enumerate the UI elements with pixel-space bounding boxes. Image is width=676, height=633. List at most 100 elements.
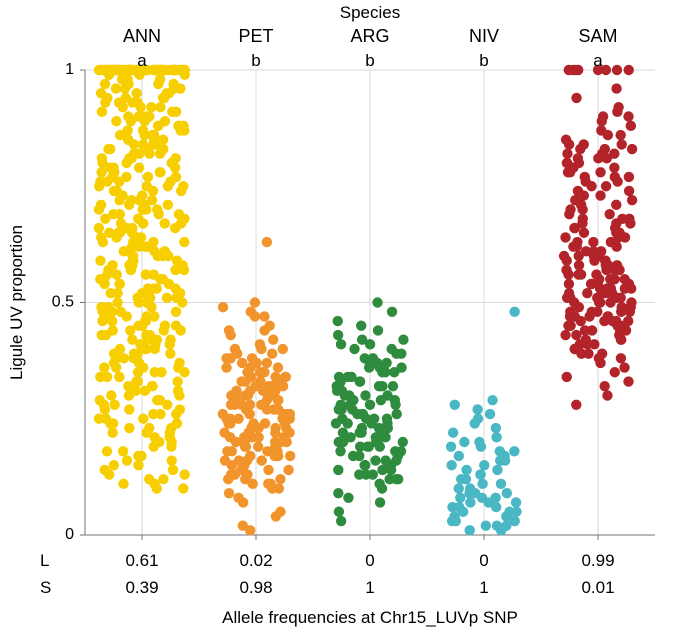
data-point — [356, 321, 366, 331]
data-point — [124, 404, 134, 414]
data-point — [612, 107, 622, 117]
data-point — [615, 130, 625, 140]
data-point — [162, 400, 172, 410]
data-point — [238, 497, 248, 507]
data-point — [253, 432, 263, 442]
data-point — [118, 479, 128, 489]
data-point — [155, 167, 165, 177]
data-point — [278, 344, 288, 354]
data-point — [624, 186, 634, 196]
data-point — [157, 251, 167, 261]
data-point — [99, 279, 109, 289]
data-point — [614, 265, 624, 275]
data-point — [223, 474, 233, 484]
data-point — [582, 339, 592, 349]
data-point — [476, 441, 486, 451]
data-point — [375, 497, 385, 507]
data-point — [599, 381, 609, 391]
data-point — [343, 493, 353, 503]
data-point — [259, 325, 269, 335]
data-point — [171, 307, 181, 317]
data-point — [627, 144, 637, 154]
data-point — [126, 116, 136, 126]
species-label: NIV — [469, 26, 499, 46]
data-point — [611, 83, 621, 93]
data-point — [342, 418, 352, 428]
data-point — [141, 204, 151, 214]
data-point — [105, 418, 115, 428]
data-point — [111, 232, 121, 242]
data-point — [155, 102, 165, 112]
data-point — [100, 97, 110, 107]
data-point — [222, 446, 232, 456]
data-point — [563, 269, 573, 279]
data-point — [601, 181, 611, 191]
data-point — [115, 209, 125, 219]
data-point — [605, 274, 615, 284]
data-point — [625, 218, 635, 228]
data-point — [112, 297, 122, 307]
data-point — [149, 441, 159, 451]
data-point — [162, 293, 172, 303]
data-point — [226, 400, 236, 410]
data-point — [333, 316, 343, 326]
data-point — [365, 400, 375, 410]
data-point — [354, 451, 364, 461]
data-point — [134, 297, 144, 307]
data-point — [148, 283, 158, 293]
data-point — [626, 121, 636, 131]
data-point — [170, 223, 180, 233]
data-point — [349, 344, 359, 354]
table-cell-S: 1 — [479, 578, 488, 597]
data-point — [624, 65, 634, 75]
data-point — [355, 441, 365, 451]
data-point — [247, 479, 257, 489]
data-point — [370, 455, 380, 465]
data-point — [262, 358, 272, 368]
data-point — [509, 307, 519, 317]
data-point — [612, 65, 622, 75]
data-point — [143, 172, 153, 182]
data-point — [100, 214, 110, 224]
data-point — [384, 474, 394, 484]
data-point — [331, 418, 341, 428]
data-point — [104, 469, 114, 479]
data-point — [141, 269, 151, 279]
data-point — [262, 237, 272, 247]
data-point — [491, 502, 501, 512]
data-point — [245, 525, 255, 535]
data-point — [124, 390, 134, 400]
data-point — [364, 362, 374, 372]
data-point — [575, 144, 585, 154]
data-point — [152, 395, 162, 405]
data-point — [465, 497, 475, 507]
table-cell-L: 0.61 — [125, 551, 158, 570]
data-point — [236, 376, 246, 386]
significance-letter: b — [251, 51, 260, 70]
data-point — [163, 181, 173, 191]
data-point — [122, 311, 132, 321]
data-point — [174, 390, 184, 400]
data-point — [103, 144, 113, 154]
data-point — [114, 176, 124, 186]
x-axis-label: Allele frequencies at Chr15_LUVp SNP — [222, 608, 518, 627]
data-point — [609, 162, 619, 172]
data-point — [593, 153, 603, 163]
chart-container: 00.51SpeciesANNaPETbARGbNIVbSAMaLigule U… — [0, 0, 676, 633]
data-point — [465, 525, 475, 535]
data-point — [611, 242, 621, 252]
y-tick-label: 1 — [65, 61, 74, 78]
data-point — [150, 367, 160, 377]
data-point — [175, 125, 185, 135]
data-point — [487, 395, 497, 405]
data-point — [595, 358, 605, 368]
data-point — [134, 69, 144, 79]
data-point — [129, 139, 139, 149]
data-point — [133, 376, 143, 386]
data-point — [221, 362, 231, 372]
data-point — [253, 441, 263, 451]
data-point — [560, 232, 570, 242]
table-row-label-L: L — [40, 551, 49, 570]
y-tick-label: 0.5 — [52, 294, 74, 311]
data-point — [124, 423, 134, 433]
